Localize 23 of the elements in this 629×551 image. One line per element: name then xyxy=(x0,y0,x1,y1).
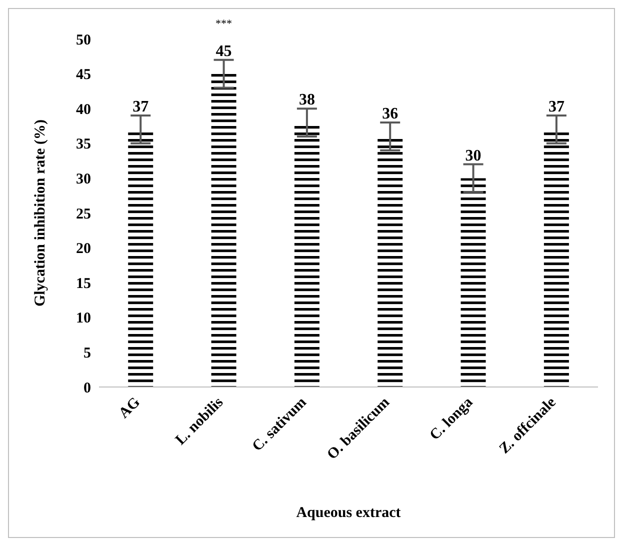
y-tick-label: 45 xyxy=(76,67,91,84)
data-label: 36 xyxy=(382,106,398,123)
bar xyxy=(211,74,236,387)
y-tick-label: 15 xyxy=(76,276,91,292)
bar xyxy=(460,178,486,387)
data-label: 37 xyxy=(548,98,564,116)
y-tick-label: 25 xyxy=(76,206,91,222)
y-tick-label: 10 xyxy=(76,310,91,327)
y-tick-label: 50 xyxy=(76,32,91,48)
y-tick-label: 5 xyxy=(84,346,91,362)
x-tick-label: AG xyxy=(116,394,144,422)
x-axis-title: Aqueous extract xyxy=(296,505,401,521)
data-label: 45 xyxy=(216,42,232,60)
y-tick-label: 0 xyxy=(84,380,91,396)
data-label: 30 xyxy=(465,147,482,164)
y-tick-label: 35 xyxy=(76,136,91,153)
data-label: 38 xyxy=(298,92,315,109)
text: *** xyxy=(216,18,232,30)
data-label: 37 xyxy=(132,98,149,116)
y-tick-label: 20 xyxy=(76,241,91,258)
y-axis-title: Glycation inhibition rate (%) xyxy=(32,119,48,307)
y-tick-label: 30 xyxy=(76,172,91,188)
y-tick-label: 40 xyxy=(76,102,91,118)
